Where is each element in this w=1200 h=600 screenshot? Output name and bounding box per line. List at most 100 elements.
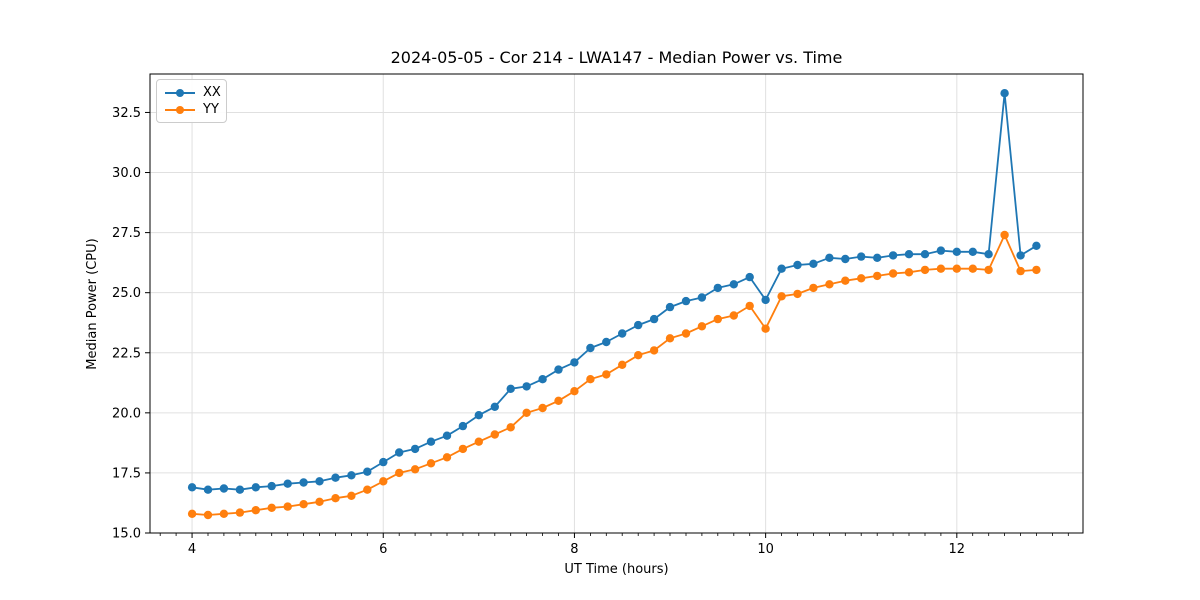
data-point-xx [888,251,898,260]
data-point-xx [665,302,675,312]
data-point-yy [873,271,882,281]
y-tick-label: 15.0 [112,527,141,542]
data-point-yy [442,453,452,462]
data-point-xx [634,320,643,330]
data-point-yy [522,408,531,417]
data-point-xx [1000,89,1009,98]
data-point-yy [841,276,850,285]
data-point-yy [538,403,547,413]
data-point-xx [1032,241,1041,250]
data-point-xx [187,483,197,492]
legend-item-yy: YY [165,102,219,117]
data-point-xx [363,467,372,476]
data-point-yy [681,329,691,338]
data-point-yy [1032,265,1041,275]
data-point-xx [522,382,531,391]
y-axis-label: Median Power (CPU) [85,238,100,370]
data-point-yy [713,314,722,324]
data-point-yy [634,351,643,360]
data-point-xx [904,250,914,259]
data-point-xx [410,444,420,454]
data-point-xx [984,250,993,259]
legend-dot-sample [176,88,184,97]
data-point-yy [426,459,436,468]
data-point-yy [936,264,946,273]
data-point-yy [235,508,245,517]
data-point-yy [984,265,993,275]
data-point-xx [761,295,770,305]
data-point-yy [745,301,754,311]
data-point-xx [474,411,483,420]
data-point-yy [203,510,213,520]
legend-line-marker-icon [165,88,195,97]
data-point-xx [395,448,404,457]
data-point-yy [410,465,420,474]
data-point-xx [873,253,882,262]
data-point-yy [586,375,595,384]
data-point-xx [920,250,930,259]
x-tick-label: 12 [949,542,966,557]
data-point-xx [347,471,356,480]
data-point-xx [219,484,229,493]
data-point-xx [777,264,786,273]
data-point-xx [793,260,802,270]
y-tick-label: 27.5 [112,226,141,241]
data-point-yy [729,311,738,320]
legend-line-marker-icon [165,105,195,114]
data-point-yy [857,274,866,283]
data-point-xx [203,485,213,494]
data-point-yy [331,494,340,503]
data-point-yy [219,509,229,518]
data-point-yy [618,360,627,369]
data-point-xx [283,479,292,488]
data-point-xx [697,293,707,302]
y-tick-label: 22.5 [112,346,141,361]
data-point-xx [315,477,324,486]
data-point-xx [968,247,977,256]
data-point-xx [745,272,754,282]
data-point-xx [936,246,946,255]
data-point-xx [602,337,611,347]
data-point-yy [267,503,276,512]
legend-item-xx: XX [165,85,221,100]
data-point-xx [713,283,722,293]
y-tick-label: 20.0 [112,406,141,421]
data-point-yy [363,485,372,494]
data-point-yy [697,322,707,331]
data-point-xx [554,365,563,374]
series-line-xx [191,92,1037,491]
x-axis-label: UT Time (hours) [564,562,669,577]
x-tick-label: 4 [188,542,196,557]
data-point-xx [538,375,547,384]
data-point-xx [570,358,579,367]
data-point-xx [681,296,691,306]
data-point-yy [458,444,468,454]
data-point-yy [602,370,611,379]
data-point-xx [649,314,659,324]
x-tick-label: 10 [757,542,774,557]
data-point-xx [729,280,738,289]
data-point-yy [968,264,977,273]
data-point-xx [809,259,818,268]
data-point-xx [618,329,627,338]
data-point-yy [570,387,579,396]
legend-label-yy: YY [203,102,219,117]
x-tick-label: 6 [379,542,387,557]
data-point-xx [825,253,834,262]
data-point-xx [586,343,595,353]
data-point-xx [426,437,436,446]
data-point-xx [379,457,388,467]
data-point-yy [649,346,659,355]
data-point-yy [1016,266,1025,276]
data-point-xx [235,485,245,494]
data-point-yy [920,265,930,275]
data-point-yy [888,269,898,278]
data-point-yy [825,280,834,289]
chart-title: 2024-05-05 - Cor 214 - LWA147 - Median P… [390,48,843,67]
data-point-xx [458,421,468,431]
data-point-xx [299,478,308,487]
data-point-yy [793,289,802,299]
data-point-yy [761,324,770,333]
data-point-yy [251,506,260,515]
